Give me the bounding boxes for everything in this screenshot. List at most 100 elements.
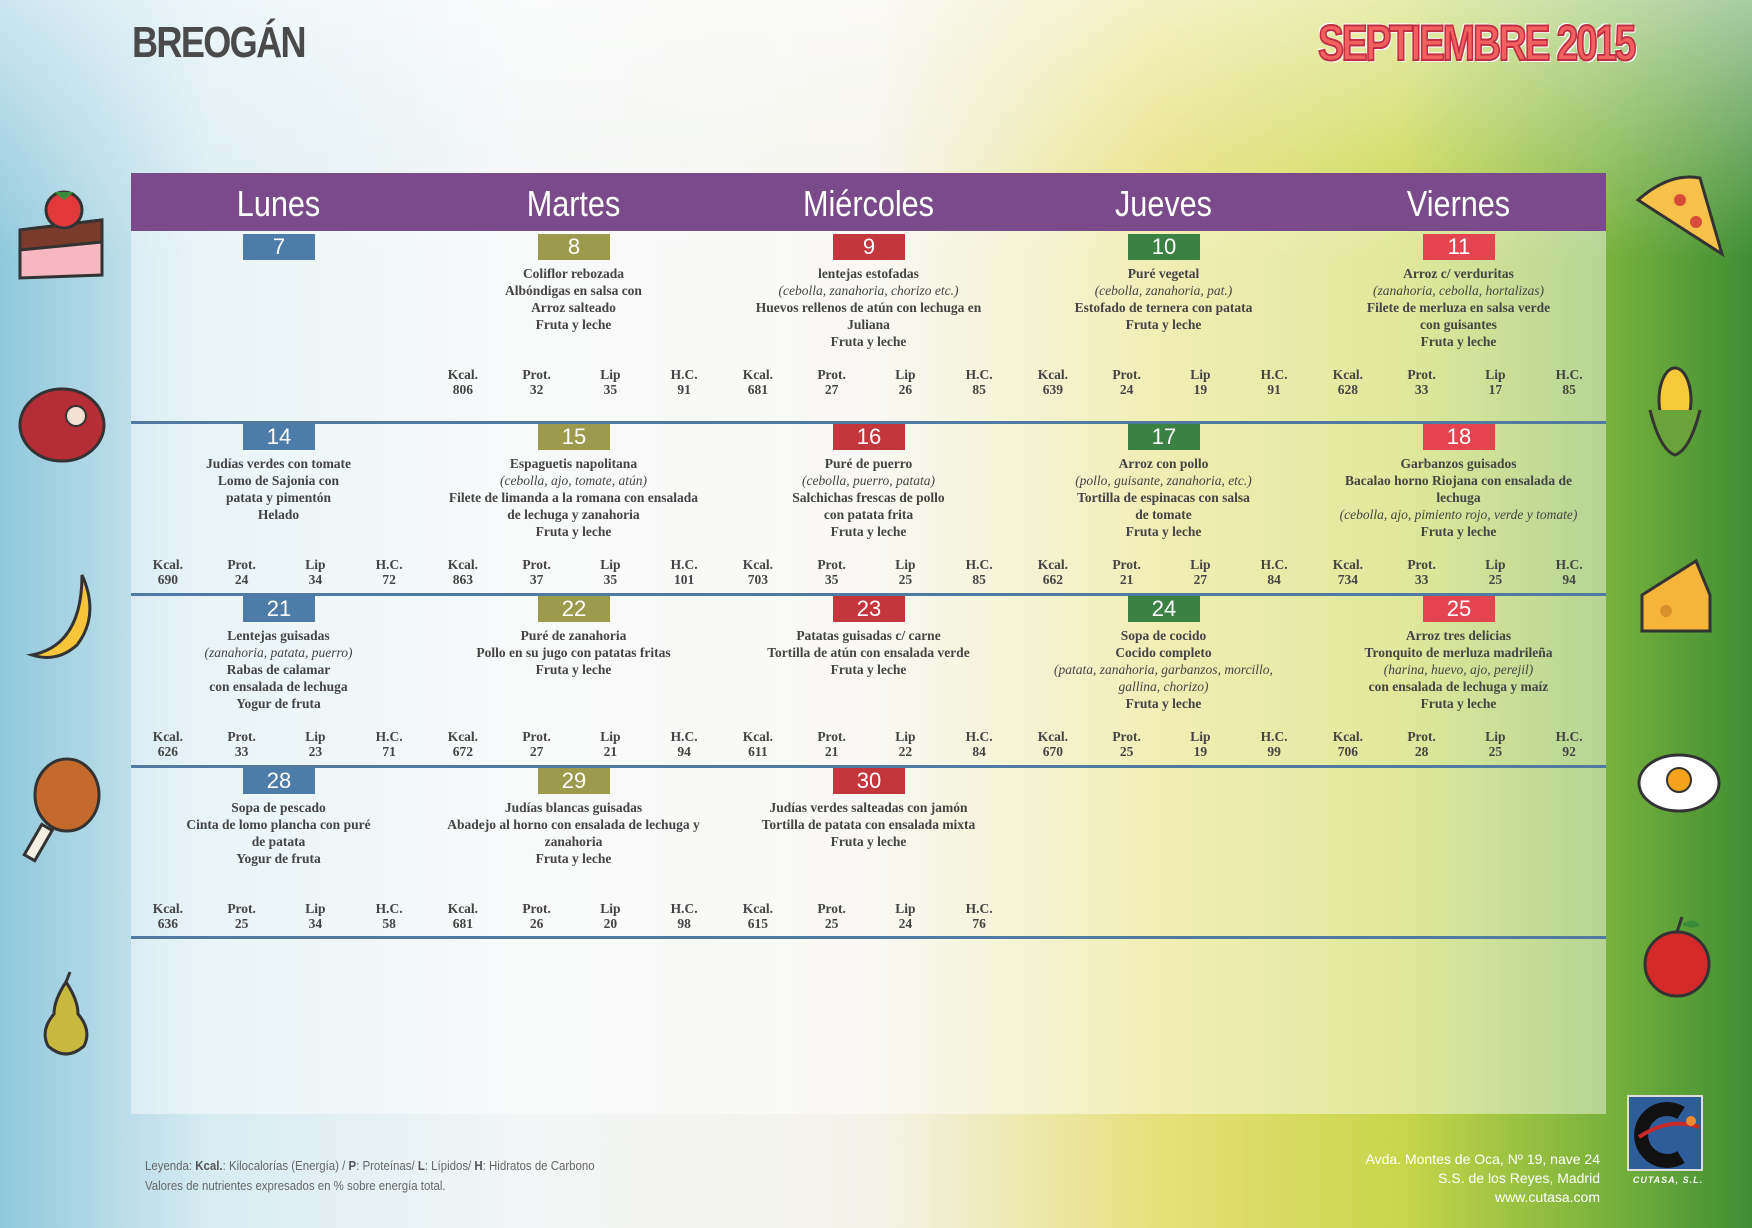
nutrition-value: 25 (898, 572, 913, 587)
menu-ingredients: (pollo, guisante, zanahoria, etc.) (1075, 473, 1252, 488)
day-cell: 8 Coliflor rebozada Albóndigas en salsa co… (426, 231, 721, 403)
menu-items: Arroz tres delicias Tronquito de merluza … (1311, 627, 1606, 712)
nutrition-lip: Lip 23 (279, 729, 353, 759)
nutrition-label: Prot. (817, 557, 846, 572)
nutrition-label: Kcal. (1332, 557, 1364, 572)
nutrition-value: 615 (747, 916, 768, 931)
nutrition-label: H.C. (375, 901, 403, 916)
menu-dish: con ensalada de lechuga (209, 679, 348, 694)
pizza-icon (1635, 175, 1725, 258)
nutrition-prot: Prot. 27 (795, 367, 869, 397)
nutrition-kcal: Kcal. 863 (426, 557, 500, 587)
legend-l-text: : Lípidos/ (424, 1158, 475, 1173)
menu-items: Coliflor rebozada Albóndigas en salsa con… (426, 265, 721, 333)
nutrition-value: 25 (1488, 744, 1503, 759)
menu-ingredients: (cebolla, puerro, patata) (802, 473, 935, 488)
nutrition-info: Kcal. 806 Prot. 32 Lip 35 H.C. 91 (426, 367, 721, 397)
nutrition-label: Lip (1485, 367, 1506, 382)
legend-p: P (348, 1158, 357, 1173)
menu-dish: Fruta y leche (1125, 524, 1202, 539)
legend: Leyenda: Kcal.: Kilocalorías (Energía) /… (145, 1156, 595, 1196)
nutrition-value: 628 (1337, 382, 1358, 397)
nutrition-prot: Prot. 25 (205, 901, 279, 931)
legend-kcal-text: : Kilocalorías (Energía) / (222, 1158, 349, 1173)
menu-dish: Huevos rellenos de atún con lechuga en (755, 300, 982, 315)
menu-dish: Albóndigas en salsa con (505, 283, 642, 298)
nutrition-label: H.C. (1260, 729, 1288, 744)
nutrition-prot: Prot. 21 (795, 729, 869, 759)
cutasa-logo-icon (1634, 1102, 1700, 1168)
nutrition-label: Prot. (522, 901, 551, 916)
row-divider (131, 936, 1606, 939)
nutrition-value: 35 (824, 572, 839, 587)
menu-dish: Fruta y leche (1125, 317, 1202, 332)
nutrition-value: 672 (452, 744, 473, 759)
day-number-badge: 28 (243, 768, 315, 794)
day-cell: 30 Judías verdes salteadas con jamón Torti… (721, 765, 1016, 937)
menu-dish: Juliana (847, 317, 890, 332)
nutrition-value: 670 (1042, 744, 1063, 759)
nutrition-label: Prot. (227, 901, 256, 916)
nutrition-prot: Prot. 27 (500, 729, 574, 759)
nutrition-label: Kcal. (1332, 729, 1364, 744)
nutrition-kcal: Kcal. 670 (1016, 729, 1090, 759)
menu-ingredients: (cebolla, ajo, pimiento rojo, verde y to… (1339, 507, 1578, 522)
nutrition-label: Prot. (1112, 729, 1141, 744)
menu-dish: Arroz salteado (531, 300, 616, 315)
nutrition-value: 22 (898, 744, 913, 759)
nutrition-value: 37 (529, 572, 544, 587)
nutrition-label: Lip (600, 557, 621, 572)
menu-dish: Rabas de calamar (226, 662, 331, 677)
day-number-badge: 7 (243, 234, 315, 260)
nutrition-label: Lip (895, 557, 916, 572)
menu-dish: Patatas guisadas c/ carne (796, 628, 941, 643)
nutrition-value: 24 (234, 572, 249, 587)
nutrition-info: Kcal. 628 Prot. 33 Lip 17 H.C. 85 (1311, 367, 1606, 397)
menu-dish: Filete de merluza en salsa verde (1366, 300, 1551, 315)
menu-dish: Fruta y leche (830, 662, 907, 677)
menu-items: Judías verdes salteadas con jamón Tortill… (721, 799, 1016, 850)
nutrition-lip: Lip 35 (574, 367, 648, 397)
menu-dish: con patata frita (823, 507, 914, 522)
nutrition-kcal: Kcal. 626 (131, 729, 205, 759)
nutrition-prot: Prot. 21 (1090, 557, 1164, 587)
weekday-miercoles: Miércoles (803, 183, 934, 224)
day-number-badge: 24 (1128, 596, 1200, 622)
nutrition-info: Kcal. 734 Prot. 33 Lip 25 H.C. 94 (1311, 557, 1606, 587)
company-logo: CUTASA, S.L. (1627, 1095, 1709, 1200)
nutrition-lip: Lip 25 (869, 557, 943, 587)
menu-dish: Arroz con pollo (1118, 456, 1209, 471)
nutrition-value: 24 (1119, 382, 1134, 397)
company-website[interactable]: www.cutasa.com (1494, 1189, 1600, 1205)
nutrition-label: H.C. (375, 557, 403, 572)
day-cell: 24 Sopa de cocido Cocido completo (patata, … (1016, 593, 1311, 765)
nutrition-info: Kcal. 662 Prot. 21 Lip 27 H.C. 84 (1016, 557, 1311, 587)
nutrition-hc: H.C. 98 (647, 901, 721, 931)
company-name: CUTASA, S.L. (1632, 1175, 1704, 1185)
menu-dish: Judías blancas guisadas (504, 800, 643, 815)
nutrition-label: Lip (895, 901, 916, 916)
menu-dish: Helado (257, 507, 300, 522)
menu-ingredients: (zanahoria, cebolla, hortalizas) (1373, 283, 1544, 298)
nutrition-value: 681 (747, 382, 768, 397)
nutrition-value: 91 (677, 382, 691, 397)
day-number-badge: 8 (538, 234, 610, 260)
nutrition-label: H.C. (1555, 729, 1583, 744)
weekday-header: Lunes Martes Miércoles Jueves Viernes (131, 173, 1606, 231)
nutrition-label: H.C. (965, 729, 993, 744)
nutrition-label: Prot. (522, 367, 551, 382)
menu-ingredients: (cebolla, ajo, tomate, atún) (500, 473, 647, 488)
nutrition-prot: Prot. 24 (1090, 367, 1164, 397)
nutrition-kcal: Kcal. 639 (1016, 367, 1090, 397)
nutrition-kcal: Kcal. 615 (721, 901, 795, 931)
nutrition-lip: Lip 19 (1164, 729, 1238, 759)
nutrition-prot: Prot. 33 (1385, 367, 1459, 397)
nutrition-label: Kcal. (152, 901, 184, 916)
nutrition-prot: Prot. 26 (500, 901, 574, 931)
menu-dish: Fruta y leche (1420, 524, 1497, 539)
nutrition-value: 71 (382, 744, 396, 759)
nutrition-lip: Lip 20 (574, 901, 648, 931)
menu-dish: Garbanzos guisados (1400, 456, 1517, 471)
menu-dish: Bacalao horno Riojana con ensalada de (1345, 473, 1572, 488)
nutrition-kcal: Kcal. 706 (1311, 729, 1385, 759)
